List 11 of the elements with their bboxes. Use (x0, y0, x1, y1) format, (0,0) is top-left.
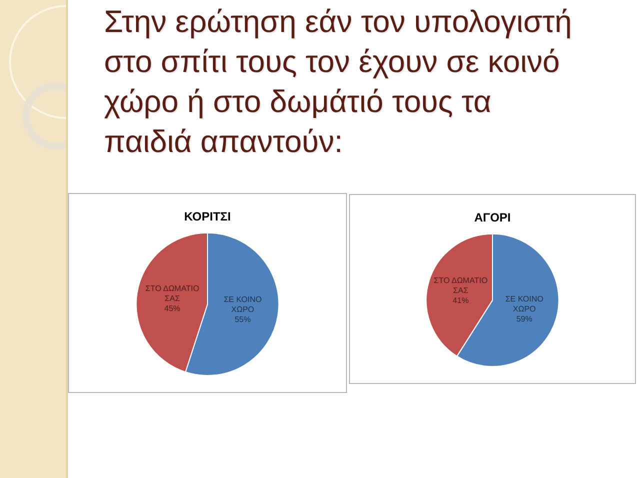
data-label: 55% (234, 314, 251, 324)
slice-label: ΣΕ ΚΟΙΝΟ ΧΩΡΟ (224, 294, 262, 314)
data-label: 59% (516, 314, 532, 324)
chart-title: ΚΟΡΙΤΣΙ (184, 210, 231, 224)
slice-label: ΣΕ ΚΟΙΝΟ ΧΩΡΟ (505, 294, 544, 314)
text: Στην ερώτηση εάν τον υπολογιστή στο σπίτι τους τον έχουν σε κοινό χώρο ή στο δωμάτιό τους τα παιδιά απαντούν: (104, 3, 573, 161)
slice-label: ΣΤΟ ΔΩΜΑΤΙΟ ΣΑΣ (434, 276, 488, 296)
chart-title: ΑΓΟΡΙ (474, 210, 511, 225)
slice-label: ΣΤΟ ΔΩΜΑΤΙΟ ΣΑΣ (145, 284, 200, 303)
data-label: 45% (164, 304, 180, 313)
data-label: 41% (452, 296, 469, 306)
